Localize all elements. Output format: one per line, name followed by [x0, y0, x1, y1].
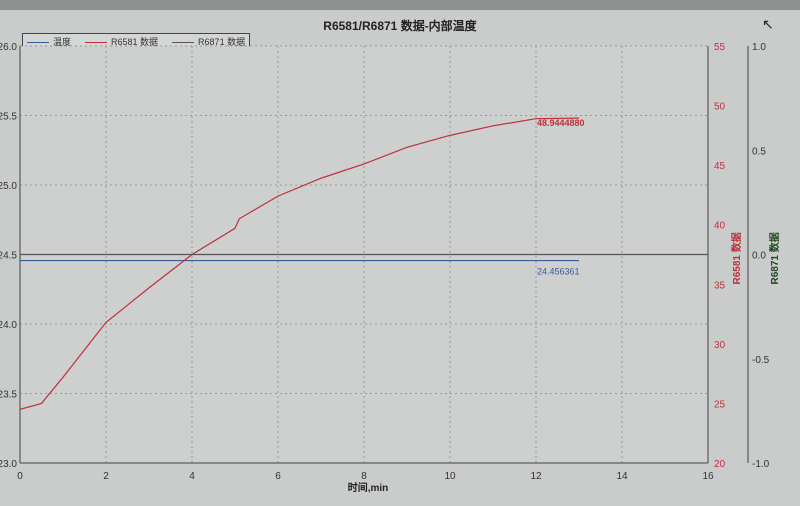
y-right1-tick-label: 55: [714, 42, 726, 53]
y-left-tick-label: 23.5: [0, 390, 17, 401]
series-value-label-0: 24.456361: [537, 267, 580, 277]
y-right1-tick-label: 20: [714, 459, 726, 470]
y-left-tick-label: 23.0: [0, 459, 17, 470]
y-right2-tick-label: 1.0: [752, 42, 766, 53]
series-line-1: [19, 117, 580, 410]
x-tick-label: 8: [361, 471, 367, 482]
legend-item-r6871: R6871 数据: [172, 35, 245, 48]
x-tick-label: 12: [530, 471, 542, 482]
x-tick-label: 2: [103, 471, 109, 482]
series-value-label-1: 48.9444880: [537, 118, 585, 128]
y-right1-tick-label: 30: [714, 340, 726, 351]
y-left-tick-label: 24.0: [0, 320, 17, 331]
x-tick-label: 4: [189, 471, 195, 482]
y-right1-tick-label: 50: [714, 102, 726, 113]
y-right2-label: R6871 数据: [768, 232, 781, 284]
y-right1-tick-label: 45: [714, 161, 726, 172]
x-tick-label: 14: [616, 471, 628, 482]
y-right1-tick-label: 40: [714, 221, 726, 232]
legend-item-temp: 温度: [27, 35, 71, 48]
chart-title: R6581/R6871 数据-内部温度: [323, 19, 477, 33]
x-axis-label: 时间,min: [348, 481, 389, 494]
y-right2-tick-label: -1.0: [752, 459, 770, 470]
y-right2-tick-label: 0.0: [752, 251, 766, 262]
y-left-tick-label: 24.5: [0, 251, 17, 262]
y-right1-label: R6581 数据: [730, 232, 743, 284]
y-right1-tick-label: 35: [714, 280, 726, 291]
y-right2-tick-label: 0.5: [752, 146, 766, 157]
mouse-cursor-icon: ↖: [762, 16, 774, 32]
toolbar: [0, 0, 800, 10]
y-right1-tick-label: 25: [714, 399, 726, 410]
y-left-tick-label: 25.0: [0, 181, 17, 192]
y-left-tick-label: 26.0: [0, 42, 17, 53]
legend-item-r6581: R6581 数据: [85, 35, 158, 48]
x-tick-label: 10: [444, 471, 456, 482]
x-tick-label: 6: [275, 471, 281, 482]
y-left-tick-label: 25.5: [0, 112, 17, 123]
y-right2-tick-label: -0.5: [752, 355, 770, 366]
x-tick-label: 16: [702, 471, 714, 482]
x-tick-label: 0: [17, 471, 23, 482]
